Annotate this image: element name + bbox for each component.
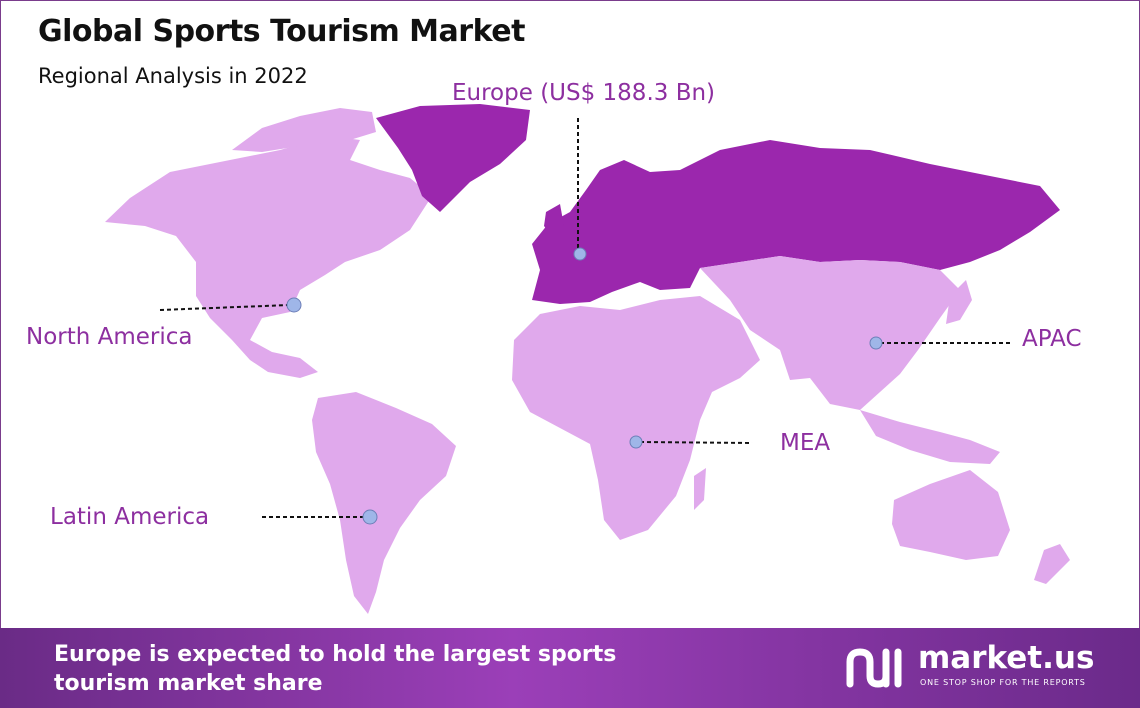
brand-name: market.us (918, 640, 1095, 676)
europe-label: Europe (US$ 188.3 Bn) (452, 80, 716, 106)
page-title: Global Sports Tourism Market (38, 14, 525, 49)
footer-banner: Europe is expected to hold the largest s… (0, 628, 1140, 708)
apac-label: APAC (1022, 326, 1082, 352)
world-map (105, 104, 1070, 614)
footer-line-2: tourism market share (54, 671, 323, 696)
greenland-region (376, 104, 530, 212)
footer-line-1: Europe is expected to hold the largest s… (54, 642, 617, 667)
japan-region (946, 280, 972, 324)
new-zealand-region (1034, 544, 1070, 584)
footer-message: Europe is expected to hold the largest s… (54, 640, 616, 698)
north-america-label: North America (26, 324, 193, 350)
mea-leader (639, 441, 753, 444)
europe-marker (573, 247, 587, 261)
latin-america-label: Latin America (50, 504, 210, 530)
australia-region (892, 470, 1010, 560)
southeast-asia-region (860, 410, 1000, 464)
north-america-leader (159, 304, 291, 311)
brand-tagline: ONE STOP SHOP FOR THE REPORTS (920, 678, 1086, 687)
north-america-region (105, 136, 432, 378)
madagascar-region (694, 468, 706, 510)
mea-label: MEA (780, 430, 831, 456)
apac-marker (869, 336, 883, 350)
uk-region (544, 204, 564, 236)
mea-region (512, 296, 760, 540)
market-us-logo-icon (846, 648, 902, 688)
apac-region (700, 256, 960, 410)
mea-marker (629, 435, 643, 449)
latin-america-region (312, 392, 456, 614)
latin-america-marker (362, 509, 378, 525)
arctic-islands-region (232, 108, 376, 152)
europe-region (532, 140, 1060, 304)
page-subtitle: Regional Analysis in 2022 (38, 64, 308, 88)
north-america-marker (286, 297, 302, 313)
